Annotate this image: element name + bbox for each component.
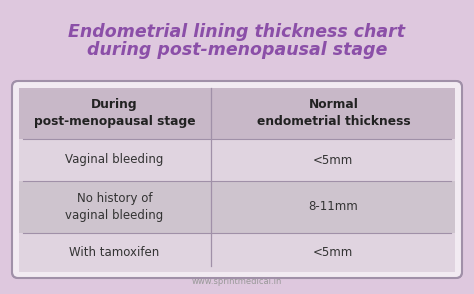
Text: Vaginal bleeding: Vaginal bleeding bbox=[65, 153, 164, 166]
Bar bbox=[19, 181, 455, 233]
Text: Endometrial lining thickness chart: Endometrial lining thickness chart bbox=[69, 23, 405, 41]
Text: <5mm: <5mm bbox=[313, 246, 354, 259]
Text: Normal
endometrial thickness: Normal endometrial thickness bbox=[256, 98, 410, 128]
FancyBboxPatch shape bbox=[12, 81, 462, 278]
Bar bbox=[19, 233, 455, 272]
Text: 8-11mm: 8-11mm bbox=[309, 201, 358, 213]
Text: www.sprintmedical.in: www.sprintmedical.in bbox=[192, 277, 282, 286]
Bar bbox=[19, 139, 455, 181]
Text: during post-menopausal stage: during post-menopausal stage bbox=[87, 41, 387, 59]
Text: No history of
vaginal bleeding: No history of vaginal bleeding bbox=[65, 192, 164, 222]
Text: <5mm: <5mm bbox=[313, 153, 354, 166]
Text: With tamoxifen: With tamoxifen bbox=[69, 246, 159, 259]
Bar bbox=[19, 88, 455, 139]
Text: During
post-menopausal stage: During post-menopausal stage bbox=[34, 98, 195, 128]
